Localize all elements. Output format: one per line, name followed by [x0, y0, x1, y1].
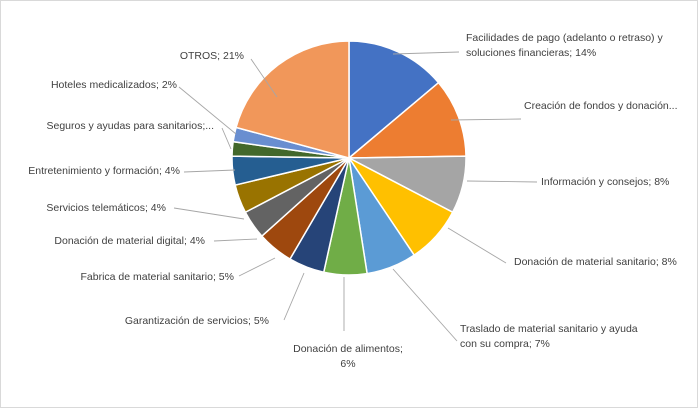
slice-label: Entretenimiento y formación; 4%	[28, 165, 180, 177]
leader-line	[466, 180, 538, 183]
slice-label-line: Donación de material sanitario; 8%	[514, 256, 677, 268]
leader-line	[450, 118, 522, 121]
slice-label: Donación de material sanitario; 8%	[514, 256, 677, 268]
pie-slice	[346, 81, 467, 159]
pie-slice	[348, 40, 440, 160]
slice-label-line: Seguros y ayudas para sanitarios;...	[46, 120, 214, 132]
slice-label: Seguros y ayudas para sanitarios;...	[46, 120, 214, 132]
slice-label-line: 6%	[340, 358, 355, 370]
leader-line	[392, 51, 460, 55]
pie-slice	[235, 40, 350, 159]
slice-label: Información y consejos; 8%	[541, 176, 669, 188]
slice-label-line: soluciones financieras; 14%	[466, 47, 596, 59]
slice-label: Traslado de material sanitario y ayuda co…	[460, 323, 638, 350]
slice-label-line: Información y consejos; 8%	[541, 176, 669, 188]
leader-line	[447, 227, 507, 264]
leader-line	[250, 58, 278, 98]
slice-label: Hoteles medicalizados; 2%	[51, 79, 177, 91]
slice-label: Donación de alimentos; 6%	[293, 343, 403, 370]
slice-label-line: Creación de fondos y donación...	[524, 100, 678, 112]
leader-line	[173, 207, 245, 220]
leader-line	[183, 169, 236, 173]
slice-label: Fabrica de material sanitario; 5%	[81, 271, 235, 283]
slice-label-line: Garantización de servicios; 5%	[125, 315, 269, 327]
leader-line	[392, 268, 458, 342]
slice-label-line: Entretenimiento y formación; 4%	[28, 165, 180, 177]
slice-label-line: Hoteles medicalizados; 2%	[51, 79, 177, 91]
slice-label-line: Facilidades de pago (adelanto o retraso)…	[466, 32, 663, 44]
slice-label-line: OTROS; 21%	[180, 50, 244, 62]
slice-label-line: Donación de material digital; 4%	[54, 235, 205, 247]
slice-label: Facilidades de pago (adelanto o retraso)…	[466, 32, 663, 59]
slice-label-line: Servicios telemáticos; 4%	[46, 202, 166, 214]
leader-line	[238, 257, 276, 277]
slice-label: Servicios telemáticos; 4%	[46, 202, 166, 214]
slice-label: OTROS; 21%	[180, 50, 244, 62]
leader-line	[283, 272, 305, 321]
slice-label: Creación de fondos y donación...	[524, 100, 678, 112]
leader-line	[213, 238, 258, 242]
leader-line	[221, 127, 232, 150]
slice-label-line: Traslado de material sanitario y ayuda	[460, 323, 638, 335]
slice-label-line: Fabrica de material sanitario; 5%	[81, 271, 235, 283]
slice-label-line: con su compra; 7%	[460, 338, 550, 350]
slice-label-line: Donación de alimentos;	[293, 343, 403, 355]
slice-label: Garantización de servicios; 5%	[125, 315, 269, 327]
slice-label: Donación de material digital; 4%	[54, 235, 205, 247]
leader-line	[178, 86, 237, 135]
